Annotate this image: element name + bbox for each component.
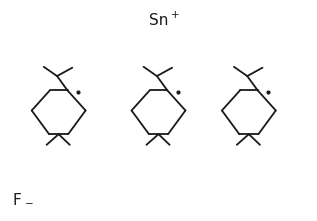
Text: F: F	[13, 192, 22, 208]
Text: +: +	[171, 10, 180, 21]
Text: −: −	[25, 199, 34, 210]
Text: Sn: Sn	[149, 13, 168, 29]
